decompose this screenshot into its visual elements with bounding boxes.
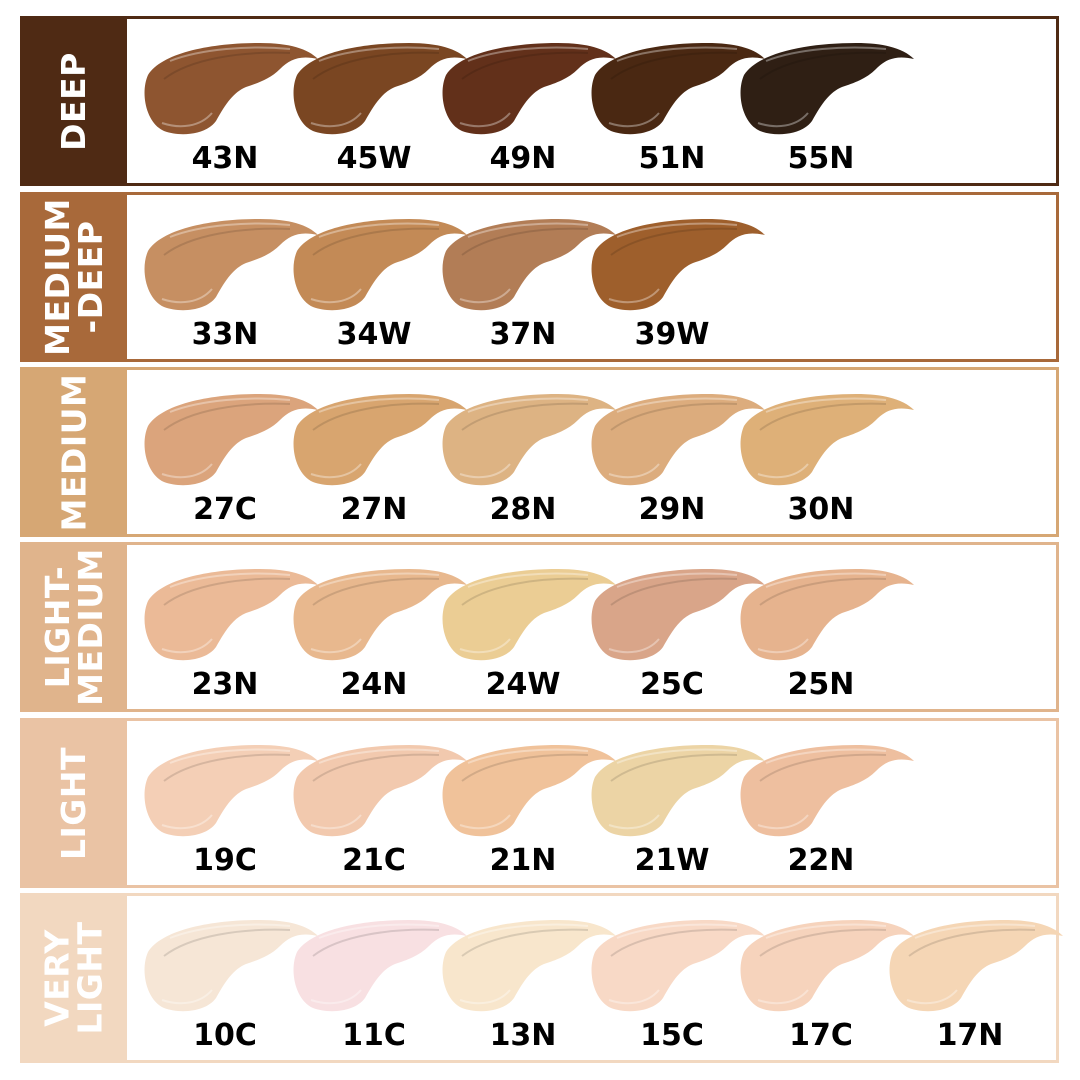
swatch-17C (736, 914, 916, 1014)
group-label: LIGHT (54, 746, 93, 860)
shade-code: 37N (489, 317, 557, 352)
shade-code: 24W (485, 667, 561, 702)
shade-code: 23N (191, 667, 259, 702)
group-band: DEEP (20, 16, 127, 186)
swatch-30N (736, 388, 916, 488)
shade-code: 49N (489, 141, 557, 176)
swatch-23N (140, 563, 320, 663)
swatch-27N (289, 388, 469, 488)
shade-code: 10C (193, 1018, 257, 1053)
shade-code: 21N (489, 843, 557, 878)
group-label: DEEP (53, 51, 93, 151)
group-band: MEDIUM (20, 367, 127, 537)
swatch-43N (140, 37, 320, 137)
swatch-10C (140, 914, 320, 1014)
swatch-37N (438, 213, 618, 313)
shade-code: 43N (191, 141, 259, 176)
shade-code: 51N (638, 141, 706, 176)
swatch-25C (587, 563, 767, 663)
swatch-33N (140, 213, 320, 313)
group-label: VERY LIGHT (37, 921, 110, 1035)
swatch-34W (289, 213, 469, 313)
shade-code: 21W (634, 843, 710, 878)
shade-code: 27N (340, 492, 408, 527)
group-band: LIGHT (20, 718, 127, 888)
shade-code: 25N (787, 667, 855, 702)
group-band: VERY LIGHT (20, 893, 127, 1063)
swatch-55N (736, 37, 916, 137)
swatch-28N (438, 388, 618, 488)
shade-code: 25C (640, 667, 704, 702)
swatch-19C (140, 739, 320, 839)
swatch-39W (587, 213, 767, 313)
group-band: LIGHT- MEDIUM (20, 542, 127, 712)
swatch-49N (438, 37, 618, 137)
group-label: MEDIUM (54, 373, 93, 531)
shade-code: 19C (193, 843, 257, 878)
shade-code: 34W (336, 317, 412, 352)
shade-group-deep: DEEP 43N 45W 49N 51N 55N (20, 16, 1059, 186)
swatch-11C (289, 914, 469, 1014)
shade-code: 45W (336, 141, 412, 176)
swatch-22N (736, 739, 916, 839)
swatch-25N (736, 563, 916, 663)
swatch-21C (289, 739, 469, 839)
shade-code: 33N (191, 317, 259, 352)
swatch-21N (438, 739, 618, 839)
shade-group-light-medium: LIGHT- MEDIUM 23N 24N 24W 25C 25N (20, 542, 1059, 712)
shade-group-light: LIGHT 19C 21C 21N 21W 22N (20, 718, 1059, 888)
shade-code: 24N (340, 667, 408, 702)
shade-code: 29N (638, 492, 706, 527)
swatch-24N (289, 563, 469, 663)
group-band: MEDIUM -DEEP (20, 192, 127, 362)
shade-code: 39W (634, 317, 710, 352)
shade-code: 28N (489, 492, 557, 527)
group-label: MEDIUM -DEEP (37, 198, 110, 356)
shade-code: 27C (193, 492, 257, 527)
shade-code: 13N (489, 1018, 557, 1053)
group-label: LIGHT- MEDIUM (37, 548, 110, 706)
swatch-17N (885, 914, 1065, 1014)
swatch-24W (438, 563, 618, 663)
swatch-27C (140, 388, 320, 488)
swatch-13N (438, 914, 618, 1014)
shade-code: 30N (787, 492, 855, 527)
shade-code: 17N (936, 1018, 1004, 1053)
swatch-45W (289, 37, 469, 137)
shade-code: 11C (342, 1018, 406, 1053)
swatch-15C (587, 914, 767, 1014)
shade-group-very-light: VERY LIGHT 10C 11C 13N 15C 17C 17N (20, 893, 1063, 1063)
swatch-51N (587, 37, 767, 137)
shade-code: 15C (640, 1018, 704, 1053)
shade-code: 17C (789, 1018, 853, 1053)
shade-group-medium: MEDIUM 27C 27N 28N 29N 30N (20, 367, 1059, 537)
shade-code: 22N (787, 843, 855, 878)
swatch-29N (587, 388, 767, 488)
shade-code: 21C (342, 843, 406, 878)
shade-group-medium-deep: MEDIUM -DEEP 33N 34W 37N 39W (20, 192, 1059, 362)
shade-code: 55N (787, 141, 855, 176)
swatch-21W (587, 739, 767, 839)
